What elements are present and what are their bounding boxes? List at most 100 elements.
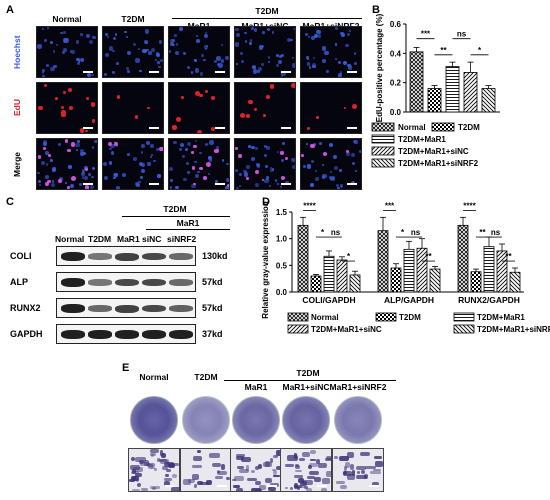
cell-nucleus [194,139,197,142]
cell-nucleus [338,61,341,64]
edu-positive-cell [58,178,63,183]
edu-positive-cell [68,106,73,111]
panel-label-e: E [122,362,130,374]
cell-nucleus [91,73,94,76]
cell-nucleus [132,42,136,46]
cell-nucleus [334,57,337,61]
stain-speck [150,467,155,470]
stain-speck [141,488,148,491]
cell-nucleus [354,170,357,173]
stain-speck [220,464,226,471]
cell-nucleus [116,62,120,66]
stain-speck [170,463,179,466]
micrograph-tile [234,26,296,78]
edu-positive-cell [343,106,347,110]
edu-positive-cell [85,97,89,100]
cell-nucleus [76,62,80,66]
panel-e-group-header: T2DM [296,368,320,378]
stain-speck [343,471,347,476]
cell-nucleus [221,158,225,162]
cell-nucleus [75,40,80,44]
stain-speck [187,479,195,484]
scale-bar [369,485,379,487]
cell-nucleus [278,54,283,59]
cell-nucleus [218,63,223,68]
stain-speck [131,468,136,475]
cell-nucleus [52,180,55,183]
edu-positive-cell [60,105,65,110]
cell-nucleus [358,149,361,153]
cell-nucleus [204,143,208,146]
cell-nucleus [59,176,64,181]
cell-nucleus [311,63,317,68]
bar [403,248,415,293]
stain-speck [147,462,155,468]
stain-speck [267,487,276,491]
blot-band [169,330,193,339]
cell-nucleus [214,180,218,184]
stain-speck [197,449,202,454]
cell-nucleus [214,60,217,63]
cell-nucleus [83,152,86,156]
micrograph-tile [300,26,362,78]
stain-speck [339,485,348,490]
edu-positive-cell [61,110,66,115]
cell-nucleus [190,71,194,74]
stain-speck [302,451,310,457]
cell-nucleus [281,159,285,163]
cell-nucleus [103,176,108,181]
stain-speck [298,458,306,462]
scale-bar [83,127,93,129]
stain-speck [235,453,246,457]
cell-nucleus [78,182,82,186]
cell-nucleus [337,186,340,189]
bar [349,274,361,293]
cell-nucleus [70,183,75,188]
cell-nucleus [43,38,48,43]
culture-dish [182,396,230,444]
stain-speck [137,483,141,487]
edu-positive-cell [254,169,260,175]
scale-bar [347,127,357,129]
cell-nucleus [244,31,247,34]
cell-nucleus [195,34,198,37]
bar [297,224,309,293]
stain-speck [150,454,155,458]
cell-nucleus [306,57,309,60]
y-tick-label: 0.2 [390,79,402,88]
blot-band [88,305,112,312]
cell-nucleus [58,143,62,147]
edu-positive-cell [55,96,59,100]
stain-speck [309,462,318,467]
micrograph-tile [168,26,230,78]
cell-nucleus [346,151,351,156]
x-category-label: COLI/GAPDH [302,295,355,305]
stain-speck [164,461,174,467]
cell-nucleus [62,50,66,54]
edu-positive-cell [191,166,196,170]
cell-nucleus [249,38,253,42]
panel-e-col-header: MaR1+siNRF2 [329,382,387,392]
blot-protein-label: RUNX2 [10,303,41,313]
cell-nucleus [280,74,283,77]
stain-speck [356,471,361,474]
cell-nucleus [257,67,262,71]
cell-nucleus [69,50,72,53]
scale-bar [281,183,291,185]
edu-positive-cell [66,148,71,153]
zoomed-staining-tile [332,448,384,492]
significance-label: ns [331,228,341,237]
cell-nucleus [270,169,273,173]
cell-nucleus [75,142,80,147]
scale-bar [149,183,159,185]
stain-speck [130,465,140,471]
cell-nucleus [182,154,186,158]
cell-nucleus [353,61,358,66]
cell-nucleus [249,41,253,45]
x-category-label: ALP/GAPDH [384,295,434,305]
stain-speck [162,465,168,470]
legend-label: T2DM+MaR1+siNC [311,325,382,334]
bar [310,275,322,293]
stain-speck [215,476,223,479]
cell-nucleus [263,144,268,149]
